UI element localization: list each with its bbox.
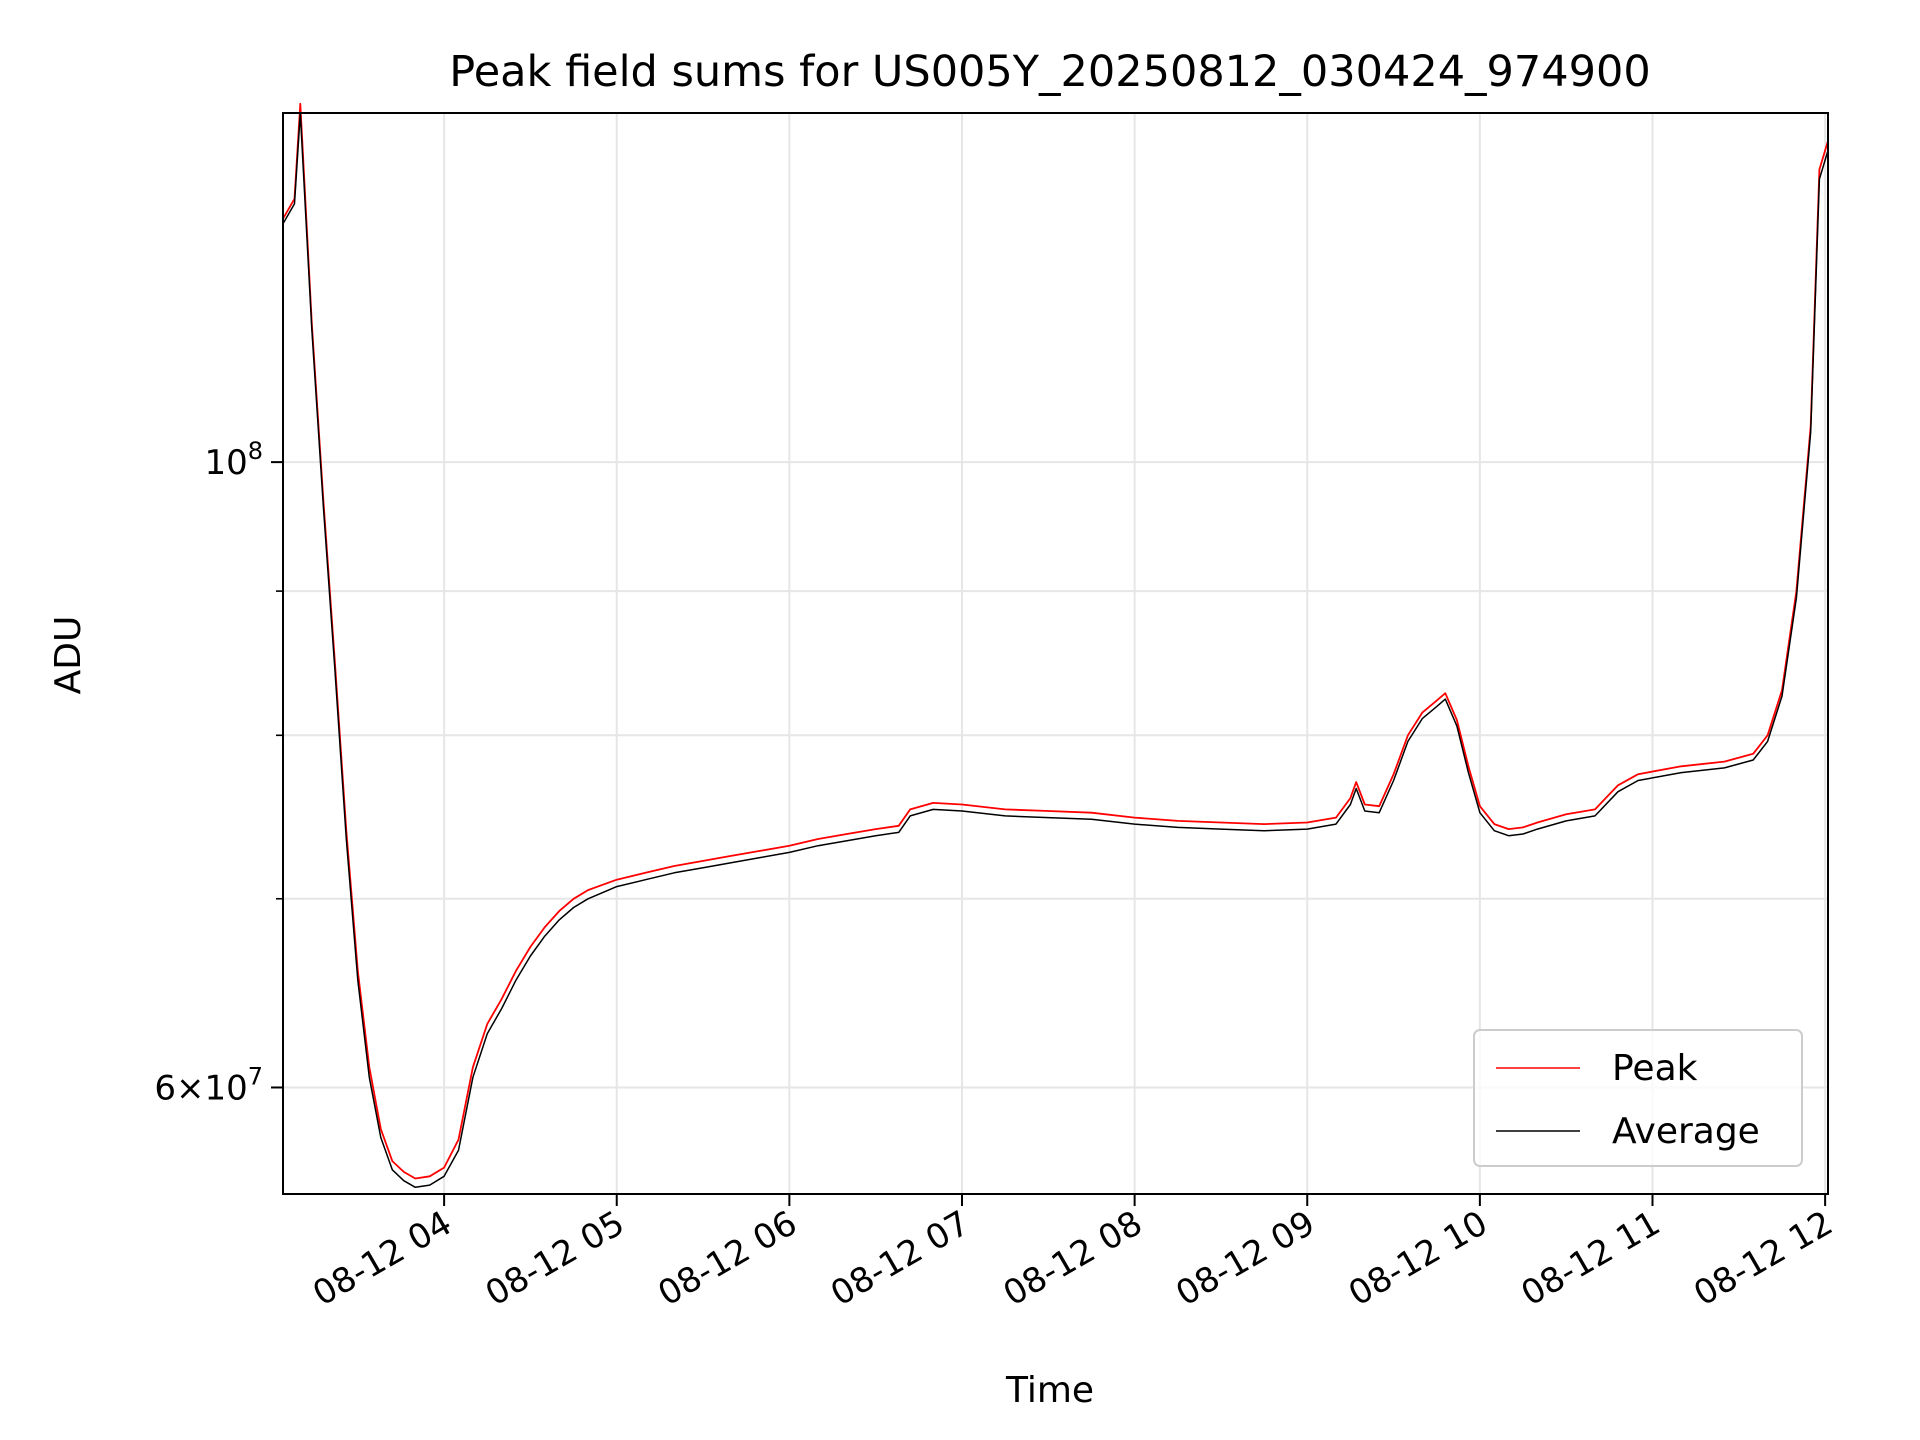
series-line-average xyxy=(282,112,1829,1189)
legend-box xyxy=(1473,1029,1803,1167)
gridlines xyxy=(283,113,1828,1194)
y-axis-label: ADU xyxy=(48,616,89,695)
y-tick-label: 6×107 xyxy=(154,1062,263,1108)
legend: Peak Average xyxy=(1473,1029,1803,1167)
chart-title: Peak field sums for US005Y_20250812_0304… xyxy=(449,47,1650,97)
x-axis-label: Time xyxy=(1005,1370,1094,1411)
y-axis-ticks: 6×107 108 xyxy=(154,437,283,1108)
plot-area-frame xyxy=(282,112,1829,1195)
legend-label-average: Average xyxy=(1612,1111,1760,1152)
series-line-peak xyxy=(282,102,1829,1180)
series-lines xyxy=(282,102,1829,1189)
y-tick-label: 108 xyxy=(204,437,263,483)
legend-label-peak: Peak xyxy=(1612,1048,1698,1089)
